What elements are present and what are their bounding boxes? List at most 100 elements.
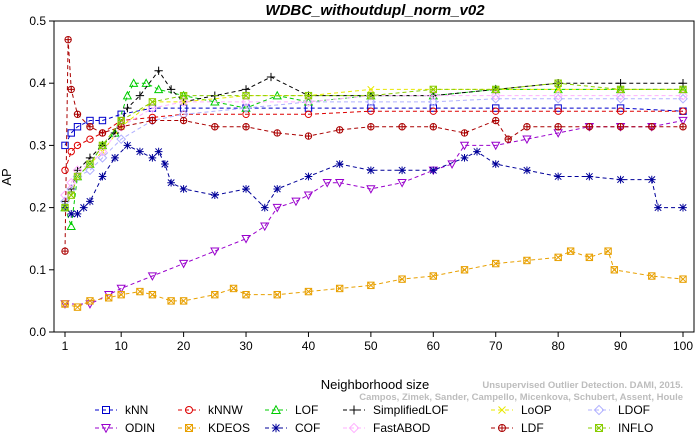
series-cof — [61, 141, 687, 218]
data-point — [428, 90, 439, 101]
data-point — [116, 284, 126, 294]
data-point — [492, 116, 500, 125]
data-point — [66, 221, 76, 230]
x-axis-label: Neighborhood size — [321, 377, 429, 392]
data-point — [229, 284, 238, 293]
series-layer — [60, 35, 688, 311]
x-tick-label: 70 — [489, 339, 503, 353]
data-point — [73, 123, 82, 131]
legend-item-odin: ODIN — [95, 421, 155, 435]
data-point — [610, 266, 619, 274]
data-point — [615, 90, 626, 101]
data-point — [335, 126, 344, 134]
data-point — [61, 247, 69, 255]
data-point — [604, 247, 612, 255]
data-point — [679, 203, 687, 212]
data-point — [429, 123, 438, 131]
data-point — [85, 165, 95, 176]
data-point — [147, 272, 158, 281]
data-point — [73, 141, 82, 150]
data-point — [67, 209, 76, 218]
data-point — [428, 96, 439, 107]
series-line — [64, 69, 683, 202]
y-tick-label: 0.2 — [29, 201, 46, 215]
data-point — [141, 78, 151, 87]
data-point — [504, 135, 512, 143]
data-point — [429, 104, 438, 112]
data-point — [123, 103, 132, 113]
legend-item-kdeos: KDEOS — [178, 421, 250, 435]
data-point — [367, 91, 375, 100]
data-point — [66, 177, 77, 188]
data-point — [367, 104, 375, 112]
data-point — [128, 78, 139, 87]
data-point — [73, 110, 82, 119]
data-point — [185, 424, 193, 432]
data-point — [179, 297, 188, 305]
data-point — [554, 107, 562, 115]
legend-label: kNNW — [208, 403, 243, 417]
y-tick-label: 0.0 — [29, 325, 46, 339]
data-point — [648, 123, 656, 131]
data-point — [148, 116, 157, 125]
data-point — [593, 404, 605, 416]
data-point — [585, 172, 594, 181]
data-point — [148, 154, 157, 162]
data-point — [303, 96, 314, 107]
legend: kNN kNNW LOF SimplifiedLOF LoOP LDOF ODIN KDEOS… — [95, 403, 653, 435]
data-point — [73, 172, 82, 181]
data-point — [79, 203, 88, 212]
data-point — [153, 84, 164, 94]
y-axis-label: AP — [0, 168, 14, 185]
data-point — [334, 179, 345, 188]
legend-label: INFLO — [618, 421, 653, 434]
data-point — [447, 160, 457, 169]
data-point — [167, 178, 175, 187]
data-point — [616, 123, 625, 131]
legend-label: KDEOS — [208, 421, 250, 434]
series-line — [64, 250, 684, 308]
data-point — [679, 85, 687, 94]
data-point — [367, 166, 375, 175]
data-point — [117, 123, 125, 131]
watermark-line-2: Campos, Zimek, Sander, Campello, Micenko… — [359, 392, 683, 403]
data-point — [366, 185, 376, 194]
legend-item-knn: kNN — [95, 403, 148, 417]
data-point — [211, 290, 219, 299]
data-point — [554, 85, 562, 93]
data-point — [242, 185, 250, 193]
data-point — [185, 406, 193, 414]
series-line — [64, 95, 683, 196]
data-point — [260, 222, 270, 232]
data-point — [241, 96, 251, 107]
data-point — [100, 424, 112, 434]
data-point — [61, 203, 69, 212]
data-point — [64, 35, 72, 44]
data-point — [491, 160, 500, 168]
data-point — [86, 135, 94, 143]
data-point — [61, 166, 69, 174]
legend-label: FastABOD — [373, 421, 431, 434]
plot-frame — [53, 20, 695, 333]
y-tick-label: 0.3 — [29, 138, 46, 152]
data-point — [554, 79, 562, 87]
data-point — [367, 85, 375, 93]
data-point — [242, 290, 250, 299]
x-tick-label: 60 — [427, 339, 441, 353]
legend-label: COF — [295, 421, 320, 434]
x-tick-label: 80 — [551, 339, 565, 353]
data-point — [335, 160, 344, 168]
data-point — [678, 116, 688, 126]
data-point — [492, 259, 500, 268]
legend-item-ldf: LDF — [491, 421, 544, 435]
data-point — [460, 154, 469, 162]
legend-item-cof: COF — [265, 421, 320, 435]
data-point — [349, 405, 359, 415]
series-line — [65, 120, 684, 305]
x-tick-label: 90 — [614, 339, 628, 353]
data-point — [73, 209, 82, 218]
data-point — [72, 165, 83, 176]
data-point — [679, 123, 687, 131]
data-point — [123, 141, 132, 150]
